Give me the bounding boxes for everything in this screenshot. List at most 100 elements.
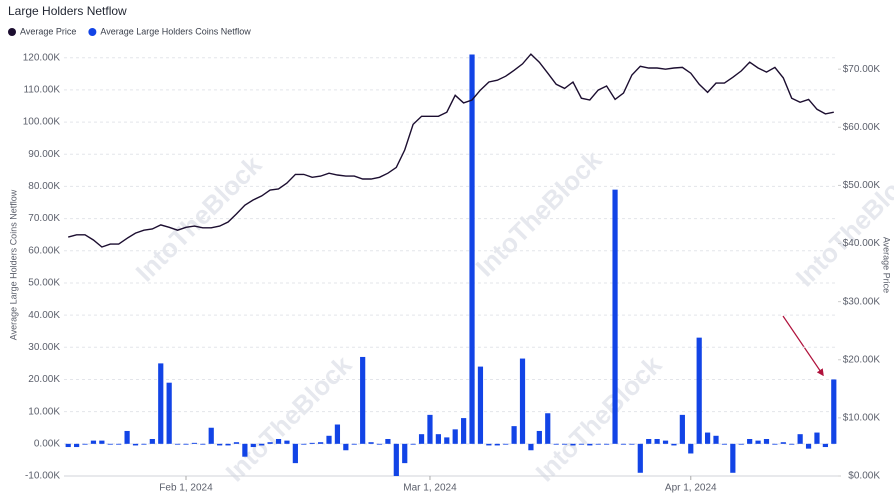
- y-tick-label: 10.00K: [28, 406, 60, 417]
- bar: [301, 443, 307, 445]
- bar: [183, 443, 189, 445]
- bar: [696, 337, 702, 444]
- y2-tick-label: $50.00K: [843, 180, 881, 191]
- bar: [259, 443, 265, 446]
- bar: [65, 443, 71, 448]
- bar: [528, 443, 534, 451]
- bar: [418, 434, 425, 444]
- bar: [250, 443, 256, 448]
- annotation-arrow: [782, 315, 824, 377]
- bar: [477, 366, 484, 444]
- bar: [763, 438, 770, 444]
- watermark: IntoTheBlock: [530, 349, 668, 487]
- bar: [141, 443, 147, 445]
- bar: [604, 443, 610, 445]
- bar: [116, 443, 122, 445]
- bar: [99, 440, 105, 444]
- bar: [132, 443, 139, 446]
- y2-tick-label: $70.00K: [843, 64, 881, 75]
- bar: [831, 379, 837, 444]
- y-tick-label: 70.00K: [28, 213, 60, 224]
- bar: [620, 443, 627, 445]
- bar: [124, 430, 130, 444]
- y-tick-label: 90.00K: [28, 149, 60, 160]
- bar: [646, 438, 652, 444]
- bar: [469, 54, 475, 444]
- bar: [275, 438, 282, 444]
- bar: [721, 443, 728, 445]
- y2-tick-label: $30.00K: [843, 296, 881, 307]
- chart-title: Large Holders Netflow: [8, 4, 127, 18]
- y-tick-label: 30.00K: [28, 342, 60, 353]
- bar: [200, 443, 206, 445]
- bar: [561, 443, 568, 445]
- bar: [713, 435, 719, 444]
- legend-label: Average Price: [20, 26, 76, 36]
- bar: [410, 443, 416, 445]
- bar: [74, 443, 80, 448]
- bar: [536, 430, 542, 444]
- bar: [191, 442, 198, 444]
- bar: [107, 443, 113, 445]
- watermark: IntoTheBlock: [470, 144, 608, 282]
- bar: [376, 443, 383, 445]
- bar: [158, 363, 164, 444]
- bar: [360, 356, 366, 444]
- bar: [217, 443, 223, 446]
- bar: [435, 434, 441, 444]
- bar: [772, 443, 778, 445]
- bar: [208, 427, 214, 444]
- bar: [90, 440, 97, 444]
- bar: [233, 442, 240, 444]
- bar: [519, 358, 526, 444]
- bar: [570, 443, 576, 446]
- x-tick-label: Apr 1, 2024: [665, 483, 717, 494]
- bar: [797, 434, 803, 444]
- y-tick-label: 0.00K: [34, 438, 60, 449]
- bar: [402, 443, 408, 464]
- bar: [461, 418, 467, 444]
- y-tick-label: 100.00K: [23, 117, 61, 128]
- bar: [427, 414, 433, 444]
- bar: [587, 443, 593, 446]
- bar: [671, 443, 677, 446]
- bar: [225, 443, 231, 446]
- bar: [385, 438, 391, 444]
- bar: [654, 438, 660, 444]
- price-line: [68, 53, 834, 248]
- bar: [814, 432, 820, 444]
- bar: [805, 443, 812, 449]
- y2-tick-label: $20.00K: [843, 354, 881, 365]
- bar: [612, 189, 618, 444]
- bar: [309, 442, 315, 444]
- bar: [780, 442, 786, 444]
- bar: [326, 435, 332, 444]
- y2-tick-label: $0.00K: [848, 471, 880, 482]
- bar: [578, 443, 585, 445]
- y-tick-label: 40.00K: [28, 310, 60, 321]
- bar: [662, 440, 669, 444]
- bar: [166, 382, 172, 444]
- bar: [688, 443, 694, 454]
- bar: [174, 443, 181, 445]
- bar: [284, 440, 290, 444]
- bar: [704, 432, 711, 444]
- y2-axis-title: Average Price: [882, 237, 892, 293]
- bar: [82, 443, 88, 445]
- y-axis-title: Average Large Holders Coins Netflow: [8, 189, 18, 340]
- legend-label: Average Large Holders Coins Netflow: [100, 26, 251, 36]
- y2-tick-label: $60.00K: [843, 122, 881, 133]
- bar: [494, 443, 500, 446]
- y-tick-label: 110.00K: [23, 85, 60, 96]
- y2-tick-label: $10.00K: [843, 413, 881, 424]
- y-tick-label: 20.00K: [28, 374, 60, 385]
- bar: [317, 442, 324, 444]
- legend-swatch: [8, 28, 16, 36]
- y-tick-label: 50.00K: [28, 278, 60, 289]
- bar: [292, 443, 298, 464]
- bar: [747, 438, 753, 444]
- bar: [629, 443, 635, 445]
- bar: [242, 443, 248, 457]
- bar: [149, 438, 155, 444]
